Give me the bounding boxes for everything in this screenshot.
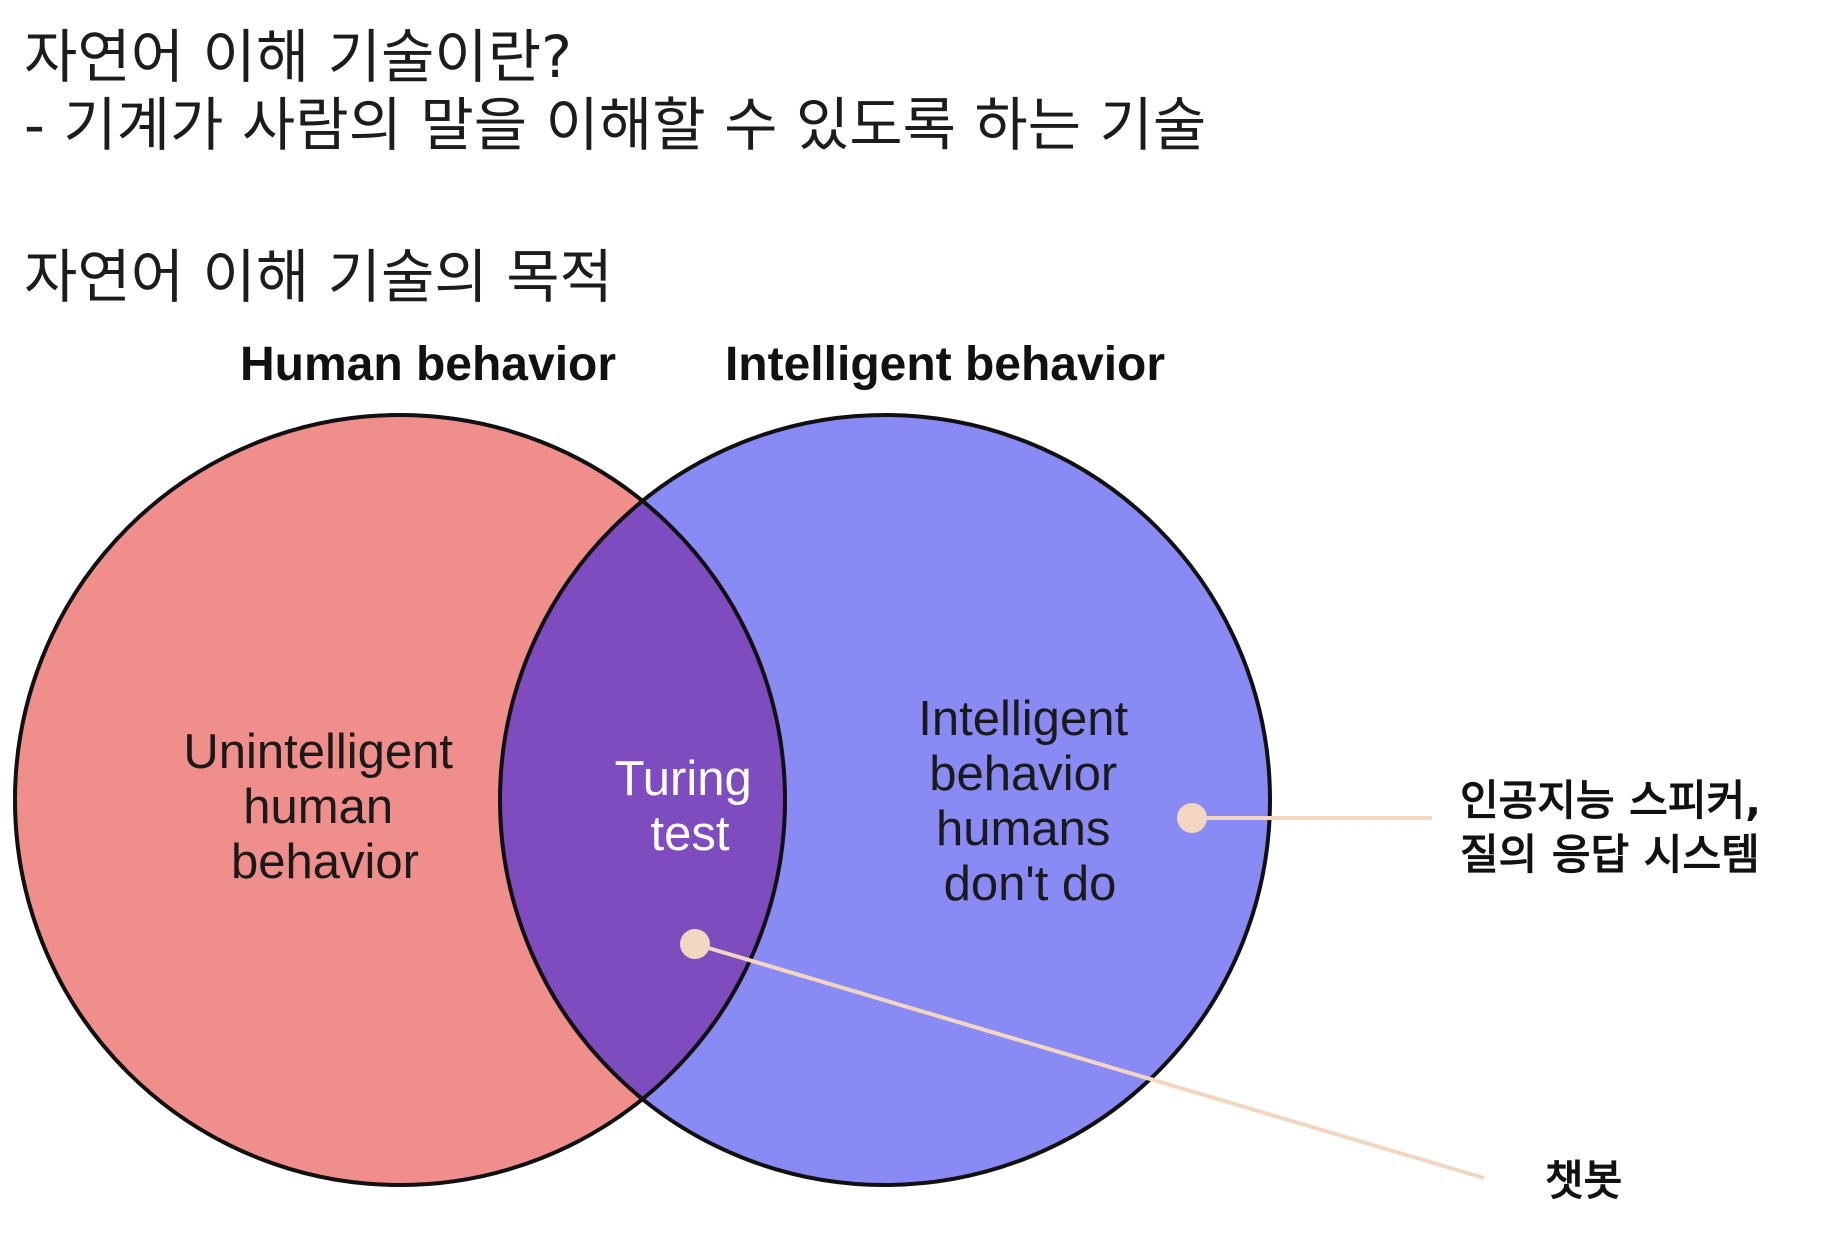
left-circle-outline bbox=[13, 413, 787, 1187]
heading-purpose: 자연어 이해 기술의 목적 bbox=[24, 243, 613, 311]
left-region-label: Unintelligent human behavior bbox=[183, 725, 466, 889]
callout-dot-overlap bbox=[680, 929, 710, 959]
right-region-label: Intelligent behavior humans don't do bbox=[918, 692, 1141, 911]
overlap-region-label: Turing test bbox=[615, 752, 766, 861]
right-set-title: Intelligent behavior bbox=[725, 338, 1165, 391]
callout-label-chatbot: 챗봇 bbox=[1545, 1156, 1622, 1205]
callout-dot-right-region bbox=[1177, 803, 1207, 833]
callout-line-overlap bbox=[694, 942, 1485, 1180]
overlap-region bbox=[500, 415, 785, 1185]
left-set-title: Human behavior bbox=[240, 338, 616, 391]
right-circle-outline bbox=[498, 413, 1272, 1187]
callout-label-ai-speaker-qa: 인공지능 스피커, 질의 응답 시스템 bbox=[1460, 776, 1776, 879]
heading-definition: 자연어 이해 기술이란? bbox=[24, 23, 572, 91]
heading-definition-detail: - 기계가 사람의 말을 이해할 수 있도록 하는 기술 bbox=[24, 91, 1207, 159]
